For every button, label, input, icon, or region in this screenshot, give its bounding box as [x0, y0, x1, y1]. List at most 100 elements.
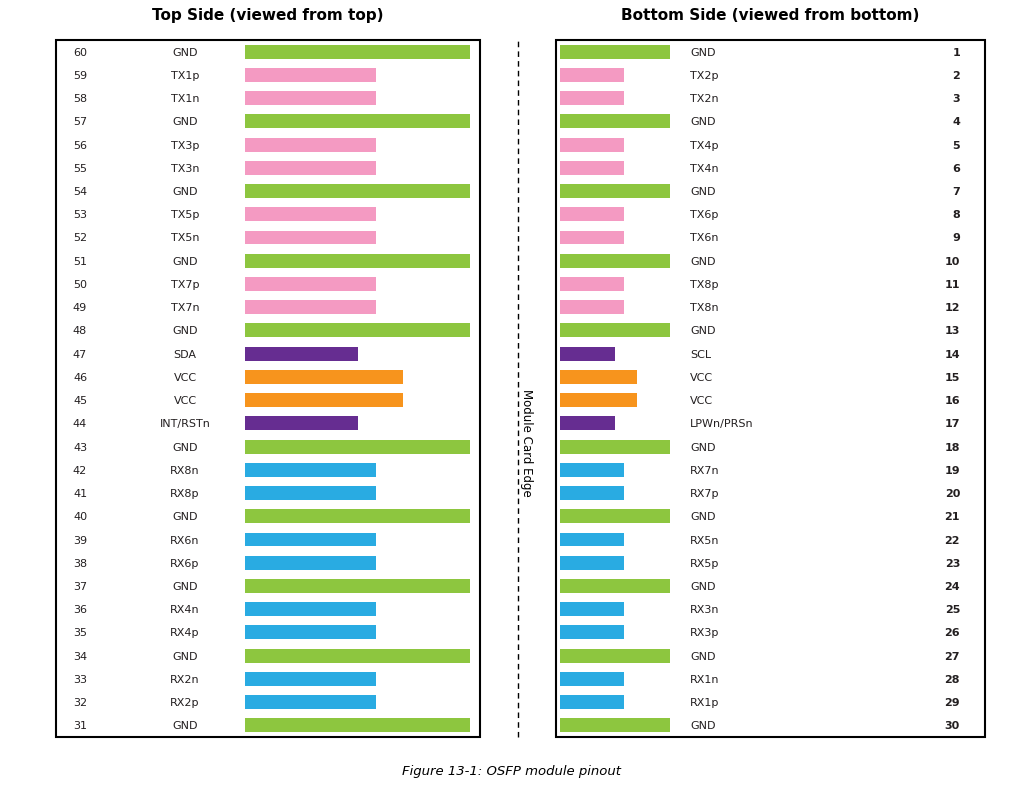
- Text: 37: 37: [73, 581, 87, 591]
- Text: 21: 21: [944, 512, 961, 522]
- Text: 13: 13: [944, 326, 961, 336]
- Text: VCC: VCC: [173, 373, 197, 382]
- Text: RX5p: RX5p: [690, 558, 720, 568]
- Bar: [245, 370, 402, 385]
- Text: GND: GND: [172, 47, 198, 58]
- Text: GND: GND: [172, 256, 198, 267]
- Text: 26: 26: [944, 628, 961, 638]
- Text: 35: 35: [73, 628, 87, 638]
- Text: 25: 25: [944, 605, 961, 614]
- Text: 42: 42: [73, 465, 87, 475]
- Text: 15: 15: [944, 373, 961, 382]
- Text: GND: GND: [172, 187, 198, 197]
- Text: 30: 30: [945, 720, 961, 731]
- Text: RX6n: RX6n: [170, 535, 200, 545]
- Text: 33: 33: [73, 674, 87, 684]
- Text: 23: 23: [944, 558, 961, 568]
- Text: GND: GND: [690, 256, 716, 267]
- Bar: [245, 695, 376, 709]
- Text: TX3n: TX3n: [171, 164, 200, 173]
- Text: TX6p: TX6p: [690, 210, 719, 220]
- Bar: [245, 161, 376, 176]
- Text: 22: 22: [944, 535, 961, 545]
- Text: TX7n: TX7n: [171, 303, 200, 313]
- Bar: [245, 278, 376, 291]
- Text: 17: 17: [944, 419, 961, 429]
- Bar: [560, 347, 615, 361]
- Bar: [560, 626, 624, 640]
- Bar: [560, 393, 637, 408]
- Bar: [560, 487, 624, 500]
- Bar: [560, 161, 624, 176]
- Text: GND: GND: [690, 117, 716, 127]
- Text: RX5n: RX5n: [690, 535, 720, 545]
- Text: RX2n: RX2n: [170, 674, 200, 684]
- Bar: [560, 231, 624, 245]
- Text: GND: GND: [690, 442, 716, 452]
- Bar: [245, 255, 470, 268]
- Text: RX1p: RX1p: [690, 697, 720, 707]
- Bar: [245, 556, 376, 570]
- Text: 56: 56: [73, 141, 87, 150]
- Text: GND: GND: [690, 581, 716, 591]
- Text: TX2p: TX2p: [690, 71, 719, 81]
- Text: 27: 27: [944, 651, 961, 661]
- Bar: [245, 533, 376, 547]
- Text: GND: GND: [690, 326, 716, 336]
- Bar: [245, 719, 470, 732]
- Bar: [560, 92, 624, 106]
- Bar: [560, 533, 624, 547]
- Text: INT/RSTn: INT/RSTn: [160, 419, 211, 429]
- Text: 19: 19: [944, 465, 961, 475]
- Text: TX4n: TX4n: [690, 164, 719, 173]
- Text: 8: 8: [952, 210, 961, 220]
- Text: 2: 2: [952, 71, 961, 81]
- Text: TX1p: TX1p: [171, 71, 200, 81]
- Text: GND: GND: [172, 117, 198, 127]
- Bar: [245, 185, 470, 198]
- Text: 32: 32: [73, 697, 87, 707]
- Text: TX1n: TX1n: [171, 94, 200, 104]
- Bar: [245, 208, 376, 222]
- Text: 3: 3: [952, 94, 961, 104]
- Text: GND: GND: [690, 512, 716, 522]
- Text: GND: GND: [172, 512, 198, 522]
- Text: GND: GND: [690, 47, 716, 58]
- Bar: [245, 46, 470, 59]
- Text: 48: 48: [73, 326, 87, 336]
- Text: 36: 36: [73, 605, 87, 614]
- Text: 53: 53: [73, 210, 87, 220]
- Text: 49: 49: [73, 303, 87, 313]
- Text: RX4n: RX4n: [170, 605, 200, 614]
- Bar: [560, 672, 624, 686]
- Bar: [560, 370, 637, 385]
- Text: 4: 4: [952, 117, 961, 127]
- Text: LPWn/PRSn: LPWn/PRSn: [690, 419, 754, 429]
- Text: 5: 5: [952, 141, 961, 150]
- Bar: [560, 510, 670, 524]
- Text: TX5n: TX5n: [171, 233, 200, 243]
- Text: 51: 51: [73, 256, 87, 267]
- Text: RX1n: RX1n: [690, 674, 720, 684]
- Text: RX7n: RX7n: [690, 465, 720, 475]
- Bar: [245, 92, 376, 106]
- Bar: [560, 440, 670, 454]
- Bar: [245, 649, 470, 662]
- Text: TX2n: TX2n: [690, 94, 719, 104]
- Text: Bottom Side (viewed from bottom): Bottom Side (viewed from bottom): [622, 8, 920, 23]
- Bar: [560, 556, 624, 570]
- Text: 43: 43: [73, 442, 87, 452]
- Text: 44: 44: [73, 419, 87, 429]
- Bar: [560, 138, 624, 153]
- Text: 40: 40: [73, 512, 87, 522]
- Text: RX2p: RX2p: [170, 697, 200, 707]
- Bar: [560, 301, 624, 315]
- Text: 50: 50: [73, 279, 87, 290]
- Text: GND: GND: [172, 581, 198, 591]
- Text: 7: 7: [952, 187, 961, 197]
- Text: GND: GND: [172, 442, 198, 452]
- Text: VCC: VCC: [690, 396, 713, 406]
- Text: 47: 47: [73, 349, 87, 359]
- Bar: [245, 672, 376, 686]
- Text: TX8p: TX8p: [690, 279, 719, 290]
